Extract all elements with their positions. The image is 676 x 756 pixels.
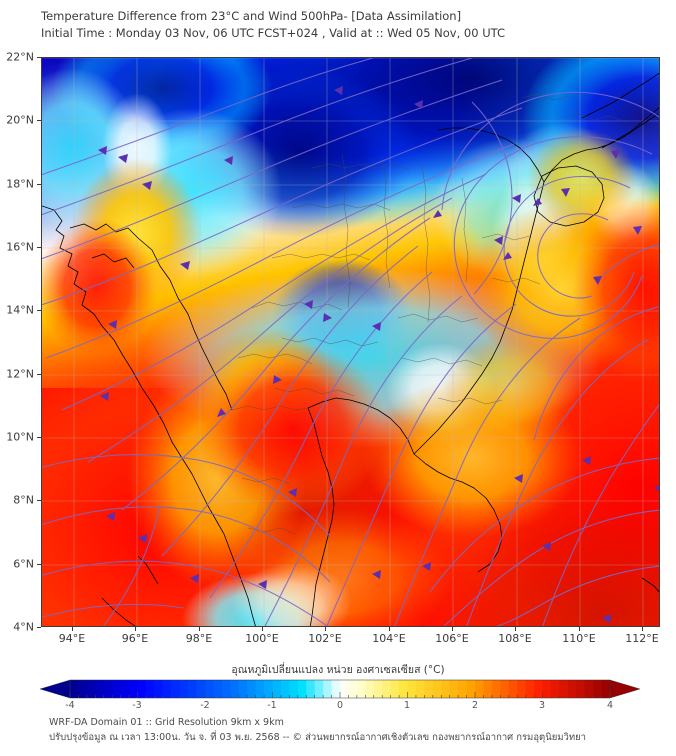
coastlines bbox=[42, 72, 659, 626]
colorbar-tick: -3 bbox=[132, 700, 142, 711]
colorbar-extend-min bbox=[39, 679, 71, 699]
colorbar-tick: 2 bbox=[471, 700, 479, 711]
colorbar-ticks bbox=[69, 692, 611, 698]
colorbar-tick: -4 bbox=[65, 700, 75, 711]
colorbar-tick-labels: -4 -3 -2 -1 0 1 2 3 4 bbox=[40, 700, 640, 714]
map-plot-area bbox=[41, 57, 660, 627]
footer-block: WRF-DA Domain 01 :: Grid Resolution 9km … bbox=[49, 715, 669, 745]
xtick-label: 112°E bbox=[625, 632, 659, 645]
map-canvas bbox=[42, 58, 659, 626]
ytick-label: 12°N bbox=[6, 367, 34, 381]
ytick-label: 14°N bbox=[6, 303, 34, 317]
map-gridlines bbox=[42, 58, 659, 626]
ytick-label: 10°N bbox=[6, 430, 34, 444]
footer-credit: ปรับปรุงข้อมูล ณ เวลา 13:00น. วัน จ. ที่… bbox=[49, 732, 587, 743]
temperature-field bbox=[42, 58, 659, 626]
wind-direction-arrows bbox=[98, 86, 659, 623]
wind-streamlines bbox=[42, 58, 659, 626]
xtick-label: 100°E bbox=[245, 632, 279, 645]
ytick-label: 16°N bbox=[6, 240, 34, 254]
colorbar-tick: -2 bbox=[200, 700, 210, 711]
xtick-label: 104°E bbox=[372, 632, 406, 645]
xtick-label: 94°E bbox=[58, 632, 86, 645]
colorbar-tick: -1 bbox=[267, 700, 277, 711]
ytick-label: 8°N bbox=[13, 493, 34, 507]
xtick-label: 106°E bbox=[435, 632, 469, 645]
colorbar-tick: 4 bbox=[606, 700, 614, 711]
colorbar-extend-max bbox=[609, 679, 641, 699]
xtick-label: 108°E bbox=[498, 632, 532, 645]
xtick-label: 96°E bbox=[121, 632, 149, 645]
ytick-label: 20°N bbox=[6, 113, 34, 127]
footer-model-info: WRF-DA Domain 01 :: Grid Resolution 9km … bbox=[49, 717, 284, 728]
ytick-label: 18°N bbox=[6, 177, 34, 191]
colorbar-bands bbox=[70, 680, 611, 698]
colorbar-tick: 0 bbox=[336, 700, 344, 711]
title-block: Temperature Difference from 23°C and Win… bbox=[41, 8, 641, 42]
chart-title: Temperature Difference from 23°C and Win… bbox=[41, 9, 462, 23]
colorbar-tick: 1 bbox=[403, 700, 411, 711]
colorbar-label: อุณหภูมิเปลี่ยนแปลง หน่วย องศาเซลเซียส (… bbox=[231, 664, 445, 676]
xtick-label: 98°E bbox=[185, 632, 213, 645]
xtick-label: 110°E bbox=[562, 632, 596, 645]
xtick-label: 102°E bbox=[308, 632, 342, 645]
ytick-label: 22°N bbox=[6, 50, 34, 64]
administrative-boundaries bbox=[231, 93, 627, 535]
chart-subtitle: Initial Time : Monday 03 Nov, 06 UTC FCS… bbox=[41, 26, 506, 40]
colorbar-tick: 3 bbox=[538, 700, 546, 711]
ytick-label: 4°N bbox=[13, 620, 34, 634]
ytick-label: 6°N bbox=[13, 557, 34, 571]
colorbar bbox=[39, 679, 641, 699]
colorbar-svg bbox=[39, 679, 641, 699]
